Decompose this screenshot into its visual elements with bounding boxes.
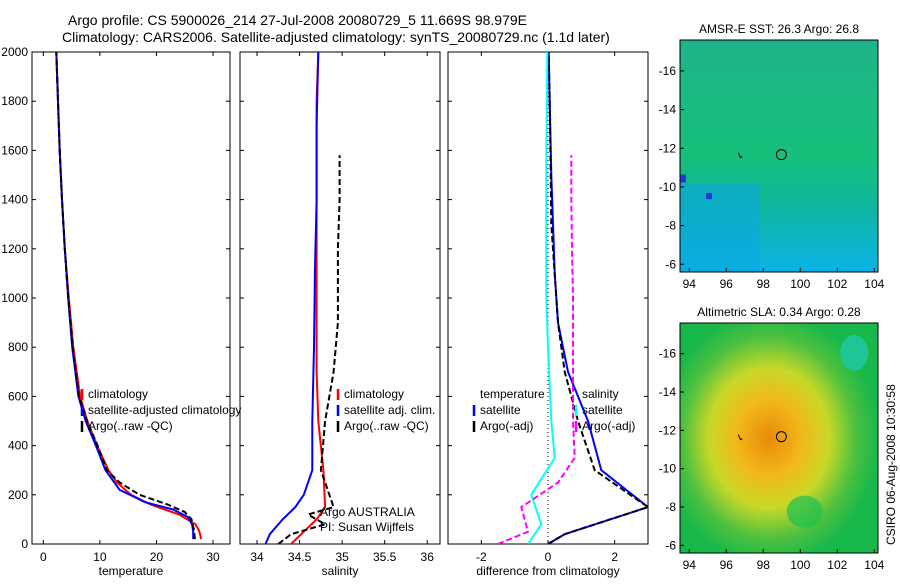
legend-entry: climatology [88,387,148,401]
side-label: CSIRO 06-Aug-2008 10:30:58 [884,384,898,545]
legend-entry: climatology [344,387,404,401]
legend-entry: satellite-adjusted climatology [88,403,241,417]
legend-entry: Argo(..raw -QC) [88,419,173,433]
sst-cold-pixel [680,174,686,183]
sst-map-xtick-label: 102 [827,277,847,291]
sla-map-ytick-label: -8 [665,500,676,514]
temperature-xtick-label: 0 [40,550,47,564]
sla-map-ytick-label: -16 [659,347,677,361]
legend-header: salinity [582,387,619,401]
temperature-ytick-label: 600 [8,389,28,403]
sst-map-xtick-label: 100 [790,277,810,291]
sst-map-argo-marker [775,149,787,161]
annotation-line: Argo AUSTRALIA [320,505,415,519]
sst-map-panel: AMSR-E SST: 26.3 Argo: 26.8 94 96 98 100 102 1… [659,22,885,291]
difference-series-salinity-satellite [527,52,556,544]
difference-series-salinity-argo-adj- [497,155,576,544]
sla-map-argo-marker [775,431,787,443]
sst-map-frame [679,39,879,273]
sst-map-ytick-label: -12 [659,141,677,155]
sst-map-ytick-label: -14 [659,103,677,117]
sla-map-panel: Altimetric SLA: 0.34 Argo: 0.28 94 96 98 100… [659,305,885,572]
salinity-xlabel: salinity [322,564,359,578]
difference-xtick-label: 0 [545,550,552,564]
header-line-1: Argo profile: CS 5900026_214 27-Jul-2008… [68,12,527,28]
sla-map-ytick-label: -12 [659,423,677,437]
sla-map-xtick-label: 100 [790,558,810,572]
sst-map-ytick-label: -16 [659,64,677,78]
sst-cool-patch [680,183,760,272]
difference-xtick-label: 2 [611,550,618,564]
temperature-ytick-label: 1200 [1,242,28,256]
temperature-ytick-label: 1400 [1,193,28,207]
sla-map-ytick-label: -14 [659,385,677,399]
sst-map-ytick-label: -6 [665,257,676,271]
temperature-ytick-label: 0 [21,537,28,551]
temperature-xtick-label: 20 [150,550,164,564]
temperature-ytick-label: 1000 [1,291,28,305]
legend-header: temperature [480,387,545,401]
temperature-ytick-label: 400 [8,439,28,453]
salinity-xtick-label: 35 [335,550,349,564]
sla-map-xtick-label: 94 [683,558,697,572]
temperature-xlabel: temperature [99,564,164,578]
temperature-xtick-label: 30 [206,550,220,564]
legend-entry: satellite [480,403,521,417]
difference-xtick-label: -2 [476,550,487,564]
salinity-series-satellite-adj-clim- [264,52,320,544]
sst-map-ytick-label: -8 [665,219,676,233]
temperature-frame [31,51,231,545]
temperature-ytick-label: 2000 [1,45,28,59]
sst-map-xtick-label: 96 [720,277,734,291]
sst-map-title: AMSR-E SST: 26.3 Argo: 26.8 [699,22,859,36]
salinity-xtick-label: 34.5 [288,550,312,564]
temperature-xtick-label: 10 [93,550,107,564]
header-line-2: Climatology: CARS2006. Satellite-adjuste… [62,29,610,45]
salinity-series-argo-raw-qc- [277,155,341,544]
sla-map-track [737,434,743,441]
sst-map-xtick-label: 98 [757,277,771,291]
sla-map-ytick-label: -6 [665,538,676,552]
salinity-panel: 34 34.5 35 35.5 36 salinity climatology satelli… [239,51,441,578]
temperature-panel: 0 10 20 30 0 200 400 600 800 1000 1200 1400 1600 1800… [1,45,241,578]
sla-map-xtick-label: 102 [827,558,847,572]
salinity-xtick-label: 35.5 [373,550,397,564]
legend-entry: satellite adj. clim. [344,403,435,417]
sla-map-frame [679,322,879,554]
sla-map-ytick-label: -10 [659,462,677,476]
legend-entry: Argo(-adj) [480,419,533,433]
sla-map-xtick-label: 98 [757,558,771,572]
difference-series-temperature-satellite [547,52,648,544]
legend-entry: Argo(..raw -QC) [344,419,429,433]
sla-low-patch [786,495,823,528]
sla-low-patch [840,334,869,371]
temperature-series-climatology [55,52,203,540]
temperature-ytick-label: 1800 [1,94,28,108]
temperature-series-satellite-adjusted-climatology [55,52,195,540]
sst-map-ytick-label: -10 [659,180,677,194]
temperature-ytick-label: 1600 [1,143,28,157]
difference-series-temperature-argo-adj- [547,52,648,544]
sst-map-xtick-label: 94 [683,277,697,291]
temperature-ytick-label: 200 [8,488,28,502]
legend-entry: satellite [582,403,623,417]
salinity-xtick-label: 34 [250,550,264,564]
salinity-xtick-label: 36 [421,550,435,564]
annotation-line: PI: Susan Wijffels [320,520,414,534]
temperature-ytick-label: 800 [8,340,28,354]
temperature-series-argo-raw-qc- [55,52,196,540]
sla-map-xtick-label: 104 [864,558,884,572]
legend-entry: Argo(-adj) [582,419,635,433]
sla-map-title: Altimetric SLA: 0.34 Argo: 0.28 [697,305,861,319]
sst-map-track [737,152,743,159]
salinity-frame [239,51,441,545]
sst-cold-pixel [706,193,712,200]
sla-map-xtick-label: 96 [720,558,734,572]
sst-map-xtick-label: 104 [864,277,884,291]
difference-xlabel: difference from climatology [476,564,619,578]
